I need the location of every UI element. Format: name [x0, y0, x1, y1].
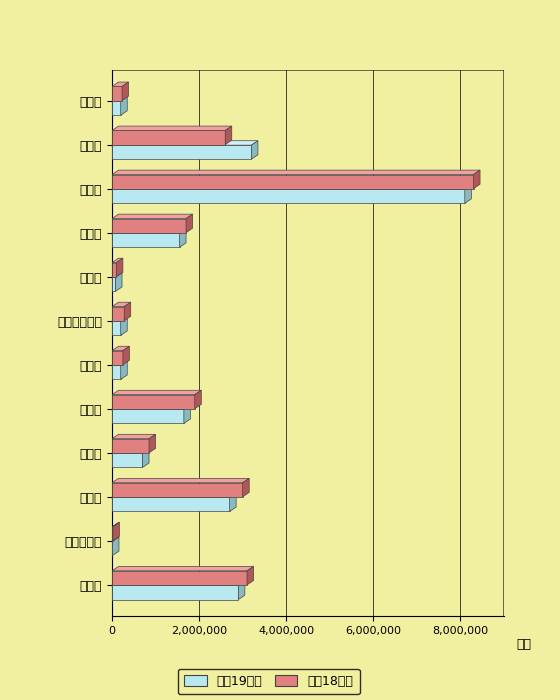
Bar [112, 570, 247, 585]
Polygon shape [465, 185, 472, 203]
Polygon shape [122, 82, 129, 101]
Bar [112, 321, 121, 335]
Bar [112, 365, 121, 379]
Polygon shape [112, 434, 156, 439]
Polygon shape [112, 317, 127, 321]
Bar [112, 174, 474, 188]
Polygon shape [142, 449, 149, 468]
Polygon shape [195, 391, 201, 409]
Polygon shape [113, 522, 119, 541]
Polygon shape [112, 478, 249, 483]
Polygon shape [124, 302, 130, 321]
Bar [112, 483, 242, 497]
Polygon shape [112, 273, 122, 277]
Polygon shape [242, 478, 249, 497]
Bar [112, 410, 184, 424]
Bar [112, 527, 113, 541]
Polygon shape [123, 346, 129, 365]
Bar [112, 585, 239, 599]
Polygon shape [112, 537, 119, 541]
Polygon shape [184, 405, 190, 424]
Polygon shape [112, 229, 186, 233]
Polygon shape [247, 566, 254, 585]
Polygon shape [112, 141, 258, 145]
Bar [112, 101, 121, 116]
Bar [112, 454, 142, 468]
Polygon shape [112, 258, 123, 262]
Polygon shape [230, 493, 236, 512]
Bar [112, 145, 251, 159]
Bar [112, 218, 186, 232]
Polygon shape [121, 317, 127, 335]
Polygon shape [239, 581, 245, 599]
Polygon shape [112, 449, 149, 454]
Polygon shape [112, 493, 236, 498]
Polygon shape [113, 537, 119, 556]
Polygon shape [121, 361, 127, 379]
Bar [112, 395, 195, 409]
Polygon shape [112, 67, 511, 70]
Polygon shape [112, 302, 130, 307]
Bar [112, 130, 225, 145]
X-axis label: 千円: 千円 [516, 638, 531, 651]
Polygon shape [112, 361, 127, 365]
Polygon shape [112, 97, 127, 101]
Polygon shape [112, 522, 119, 527]
Polygon shape [180, 229, 186, 247]
Polygon shape [116, 258, 123, 276]
Polygon shape [115, 273, 122, 291]
Polygon shape [112, 214, 193, 218]
Polygon shape [112, 391, 201, 395]
Polygon shape [474, 170, 480, 188]
Polygon shape [121, 97, 127, 116]
Bar [112, 439, 149, 453]
Polygon shape [112, 170, 480, 174]
Polygon shape [149, 434, 156, 453]
Polygon shape [112, 581, 245, 585]
Bar [112, 262, 116, 276]
Polygon shape [504, 67, 511, 616]
Bar [112, 87, 122, 101]
Polygon shape [112, 566, 254, 570]
Polygon shape [112, 405, 190, 409]
Bar [112, 189, 465, 203]
Polygon shape [186, 214, 193, 232]
Bar [112, 498, 230, 512]
Polygon shape [112, 126, 232, 130]
Polygon shape [112, 82, 129, 87]
Polygon shape [251, 141, 258, 159]
Legend: 平成19年度, 平成18年度: 平成19年度, 平成18年度 [178, 669, 360, 694]
Bar [112, 351, 123, 365]
Polygon shape [225, 126, 232, 145]
Bar [112, 233, 180, 247]
Polygon shape [112, 346, 129, 351]
Bar [112, 277, 115, 291]
Bar [112, 307, 124, 321]
Polygon shape [112, 185, 472, 189]
